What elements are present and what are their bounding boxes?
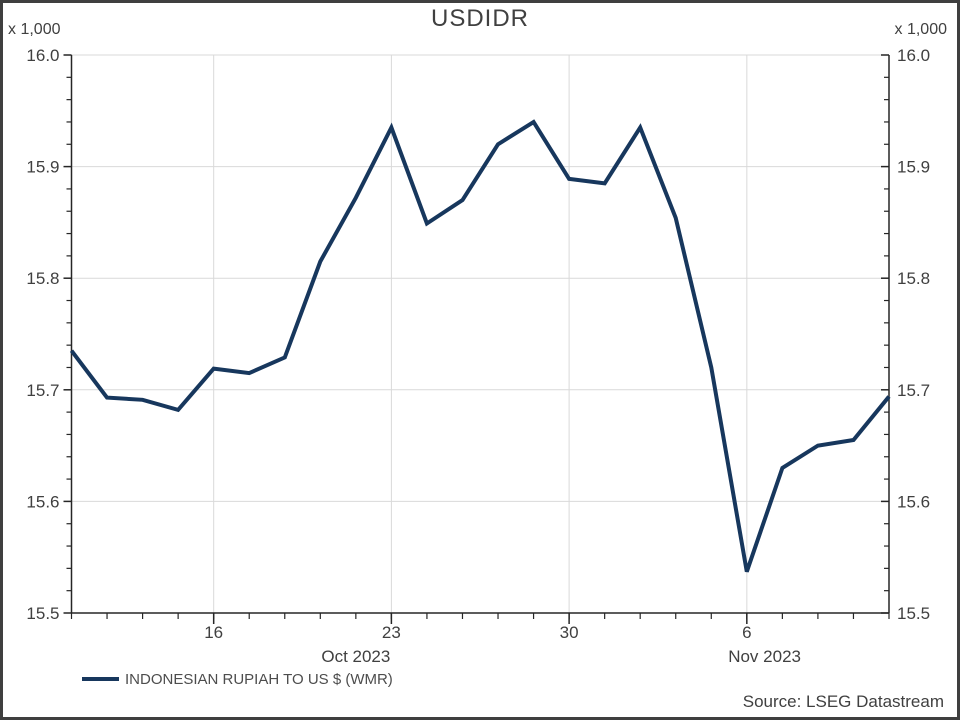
y-tick-label-right: 15.8	[897, 269, 930, 288]
legend-label: INDONESIAN RUPIAH TO US $ (WMR)	[125, 670, 393, 688]
y-tick-label-left: 15.6	[26, 492, 59, 511]
x-tick-label: 16	[204, 623, 223, 642]
y-tick-labels-right: 16.0 15.9 15.8 15.7 15.6 15.5	[897, 46, 930, 623]
y-tick-label-left: 15.8	[26, 269, 59, 288]
left-axis-multiplier-label: x 1,000	[8, 21, 61, 38]
y-tick-label-right: 16.0	[897, 46, 930, 65]
month-labels: Oct 2023 Nov 2023	[321, 647, 801, 666]
month-label: Oct 2023	[321, 647, 390, 666]
x-tick-label: 23	[382, 623, 401, 642]
y-tick-labels-left: 16.0 15.9 15.8 15.7 15.6 15.5	[26, 46, 59, 623]
legend: INDONESIAN RUPIAH TO US $ (WMR)	[82, 670, 393, 688]
x-tick-label: 30	[560, 623, 579, 642]
y-tick-label-left: 16.0	[26, 46, 59, 65]
y-tick-label-right: 15.9	[897, 158, 930, 177]
source-credit: Source: LSEG Datastream	[742, 692, 944, 711]
legend-line-swatch	[82, 677, 119, 681]
price-line	[69, 119, 891, 573]
x-tick-labels: 16 23 30 6	[204, 623, 751, 642]
month-label: Nov 2023	[728, 647, 801, 666]
chart-title: USDIDR	[430, 5, 529, 32]
y-tick-label-left: 15.9	[26, 158, 59, 177]
y-tick-label-left: 15.5	[26, 604, 59, 623]
y-tick-label-left: 15.7	[26, 381, 59, 400]
x-tick-label: 6	[742, 623, 751, 642]
right-axis-multiplier-label: x 1,000	[894, 21, 947, 38]
y-tick-label-right: 15.7	[897, 381, 930, 400]
gridlines	[71, 54, 889, 613]
y-tick-label-right: 15.5	[897, 604, 930, 623]
axes	[70, 55, 890, 614]
y-tick-label-right: 15.6	[897, 492, 930, 511]
ticks	[63, 54, 890, 624]
series	[69, 119, 891, 573]
